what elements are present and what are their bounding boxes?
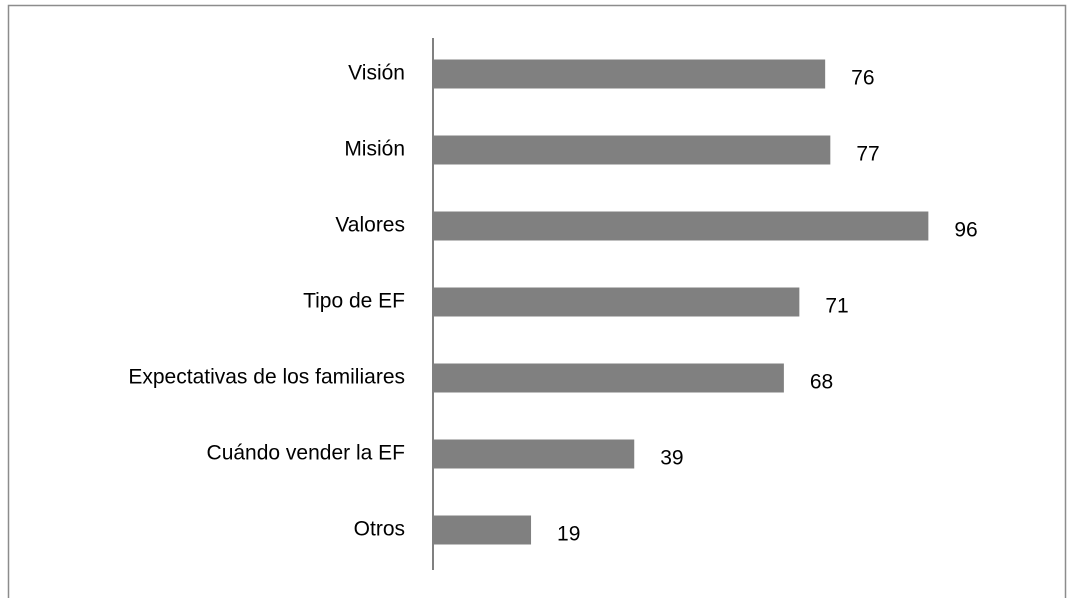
value-label: 76 [851,67,874,90]
category-label: Cuándo vender la EF [207,442,405,465]
value-label: 68 [810,371,833,394]
category-label: Expectativas de los familiares [128,366,405,389]
category-label: Tipo de EF [303,290,405,313]
value-label: 19 [557,523,580,546]
bar [433,439,635,469]
category-label: Visión [348,62,405,85]
bar [433,135,831,165]
value-label: 71 [825,295,848,318]
chart-border [7,4,1067,598]
value-label: 39 [660,447,683,470]
bar [433,287,800,317]
category-label: Valores [335,214,405,237]
category-label: Otros [354,518,405,541]
category-label: Misión [344,138,405,161]
bar [433,363,784,393]
bar [433,515,532,545]
bar [433,211,929,241]
value-label: 96 [954,219,977,242]
value-label: 77 [856,143,879,166]
bar [433,59,826,89]
